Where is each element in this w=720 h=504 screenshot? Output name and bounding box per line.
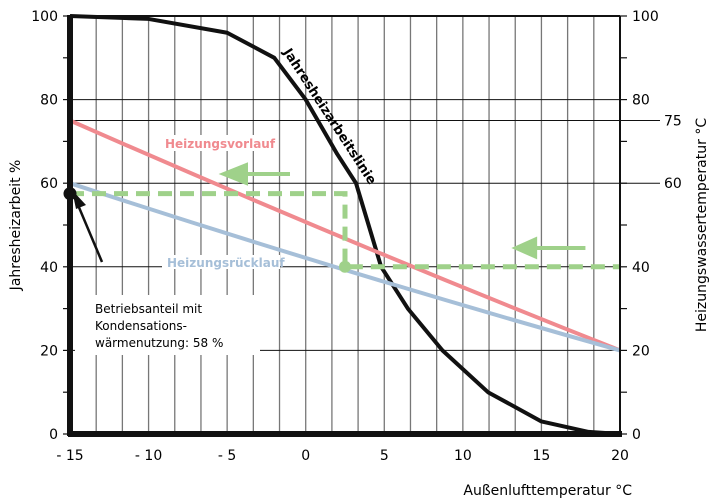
y-tick-label-left: 80 [40, 93, 58, 109]
y-tick-label-right: 100 [632, 9, 659, 25]
y-tick-label-left: 40 [40, 260, 58, 276]
x-tick-label: 15 [533, 448, 551, 464]
y-tick-label-left: 100 [31, 9, 58, 25]
series-label-vorlauf: Heizungsvorlauf [165, 137, 276, 151]
annotation-line-3: wärmenutzung: 58 % [95, 336, 223, 350]
x-tick-label: 0 [301, 448, 310, 464]
y-tick-label-right: 75 [664, 114, 682, 130]
annotation-line-2: Kondensations- [95, 319, 187, 333]
annotation-line-1: Betriebsanteil mit [95, 302, 202, 316]
condensation-point-marker [339, 260, 351, 273]
series-label-jahresheizarbeit: Jahresheizarbeitslinie [279, 45, 379, 188]
y-tick-label-left: 20 [40, 343, 58, 359]
x-tick-label: 5 [380, 448, 389, 464]
x-tick-label: - 10 [135, 448, 162, 464]
pointer-arrow-line [76, 204, 104, 263]
label-bg [160, 135, 278, 151]
series-label-ruecklauf: Heizungsrücklauf [167, 256, 285, 270]
guide-dashed-line [70, 191, 620, 270]
x-tick-label: - 5 [218, 448, 236, 464]
label-bg [162, 255, 280, 269]
y-tick-label-right: 0 [632, 427, 641, 443]
x-tick-label: 20 [611, 448, 629, 464]
annotation-bg [75, 295, 260, 355]
y-tick-label-right: 60 [664, 176, 682, 192]
y-axis-label-right: Heizungswassertemperatur °C [694, 118, 710, 332]
grid [70, 16, 660, 434]
series-line-1 [69, 14, 621, 436]
y-tick-label-left: 0 [49, 427, 58, 443]
x-axis-label: Außenlufttemperatur °C [463, 483, 632, 499]
x-tick-label: 10 [454, 448, 472, 464]
y-tick-label-left: 60 [40, 176, 58, 192]
labels: Jahresheizarbeit % Heizungswassertempera… [8, 45, 710, 499]
y-tick-label-right: 20 [632, 343, 650, 359]
y-axis-label-left: Jahresheizarbeit % [8, 160, 24, 292]
green-arrow-left-icon [511, 236, 586, 260]
y-tick-label-right: 80 [632, 93, 650, 109]
x-tick-label: - 15 [56, 448, 83, 464]
series: Heizungsvorlauf [63, 14, 621, 436]
y-tick-label-right: 40 [632, 260, 650, 276]
green-arrow-left-icon [218, 162, 290, 186]
